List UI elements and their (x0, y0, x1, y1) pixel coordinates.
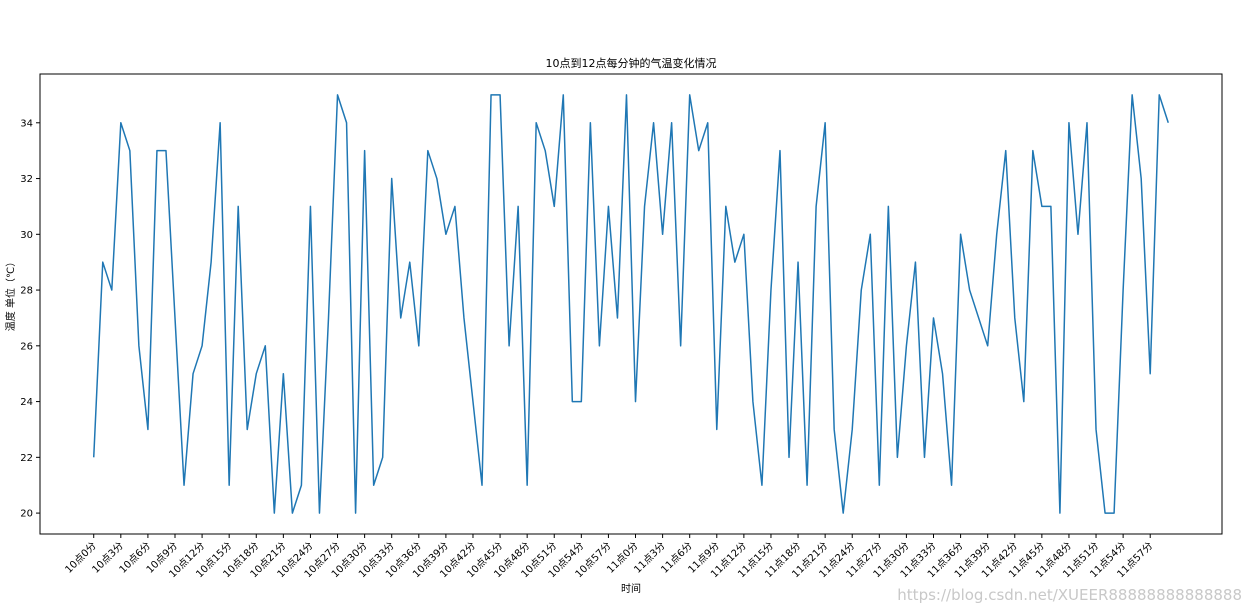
y-tick-label: 20 (20, 509, 33, 520)
y-tick-label: 24 (20, 397, 33, 408)
y-tick-label: 26 (20, 341, 33, 352)
line (92, 94, 1169, 514)
y-tick-label: 28 (20, 286, 33, 297)
plot-frame (39, 73, 1223, 535)
y-tick-label: 30 (20, 230, 33, 241)
y-axis-label: 温度 单位（℃） (4, 257, 17, 331)
watermark: https://blog.csdn.net/XUEER8888888888888… (897, 586, 1242, 604)
chart-title: 10点到12点每分钟的气温变化情况 (546, 56, 717, 70)
y-tick-label: 32 (20, 174, 33, 185)
x-axis-label: 时间 (621, 582, 641, 595)
y-tick-label: 34 (20, 118, 33, 129)
y-tick-label: 22 (20, 453, 33, 464)
